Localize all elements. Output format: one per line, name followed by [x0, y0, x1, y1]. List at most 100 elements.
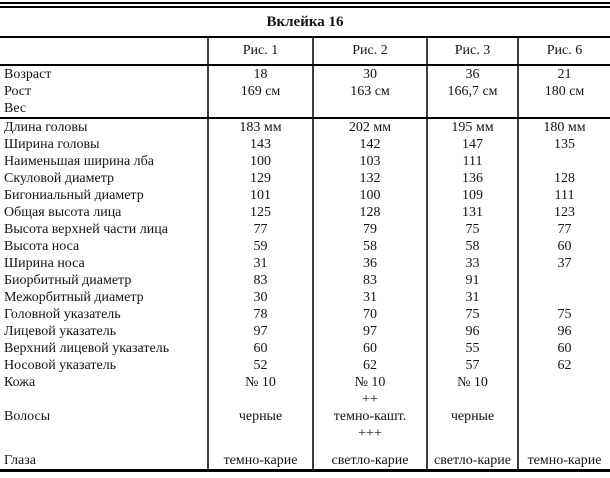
cell-value: 75 — [517, 306, 610, 323]
cell-value: 111 — [517, 187, 610, 204]
cell-value: 62 — [312, 357, 427, 374]
cell-value — [207, 100, 313, 119]
cell-value: 166,7 см — [426, 83, 518, 100]
cell-value: 77 — [207, 221, 313, 238]
cell-value: 30 — [207, 289, 313, 306]
row-label: Биорбитный диаметр — [4, 273, 132, 288]
row-label — [0, 425, 208, 442]
cell-value: темно-карие — [207, 442, 313, 471]
cell-value: светло-карие — [312, 442, 427, 471]
table-row: Рост 169 см 163 см 166,7 см 180 см — [0, 83, 610, 100]
cell-value: 58 — [312, 238, 427, 255]
row-label: Вес — [0, 100, 208, 119]
table-row: Общая высота лица 125 128 131 123 — [0, 204, 610, 221]
cell-value: 58 — [426, 238, 518, 255]
row-label: Высота верхней части лица — [4, 222, 168, 237]
cell-value — [517, 100, 610, 119]
table-row: Скуловой диаметр 129 132 136 128 — [0, 170, 610, 187]
row-label: Наименьшая ширина лба — [4, 154, 154, 169]
cell-value: 75 — [426, 306, 518, 323]
row-label: Носовой указатель — [4, 358, 117, 373]
row-label: Скуловой диаметр — [4, 171, 115, 186]
anthropometry-table: Рис. 1 Рис. 2 Рис. 3 Рис. 6 Возраст 18 30 3… — [0, 38, 610, 472]
column-header-fig6: Рис. 6 — [517, 38, 610, 66]
cell-value: ++ — [312, 391, 427, 408]
table-row: Вес — [0, 100, 610, 119]
cell-value — [517, 153, 610, 170]
row-label: Межорбитный диаметр — [4, 290, 144, 305]
column-header-fig2: Рис. 2 — [312, 38, 427, 66]
row-label: Кожа — [4, 375, 36, 390]
cell-value: черные — [207, 408, 313, 425]
cell-value — [517, 374, 610, 391]
cell-value — [207, 425, 313, 442]
table-row: Кожа № 10 № 10 № 10 — [0, 374, 610, 391]
row-label: Возраст — [4, 67, 52, 82]
cell-value: 70 — [312, 306, 427, 323]
cell-value: 83 — [207, 272, 313, 289]
cell-value: 96 — [517, 323, 610, 340]
cell-value: 77 — [517, 221, 610, 238]
cell-value: 109 — [426, 187, 518, 204]
cell-value: № 10 — [207, 374, 313, 391]
cell-value: 128 — [312, 204, 427, 221]
table-row: Волосы черные темно-кашт. черные — [0, 408, 610, 425]
cell-value: 18 — [207, 65, 313, 83]
row-label — [0, 391, 208, 408]
cell-value: 169 см — [207, 83, 313, 100]
row-label: Волосы — [4, 409, 51, 424]
top-double-rule — [0, 2, 610, 8]
table-row: Головной указатель 78 70 75 75 — [0, 306, 610, 323]
cell-value: +++ — [312, 425, 427, 442]
cell-value: 131 — [426, 204, 518, 221]
table-row: Носовой указатель 52 62 57 62 — [0, 357, 610, 374]
cell-value: 75 — [426, 221, 518, 238]
cell-value: светло-карие — [426, 442, 518, 471]
table-row: Межорбитный диаметр 30 31 31 — [0, 289, 610, 306]
cell-value: 79 — [312, 221, 427, 238]
cell-value: 83 — [312, 272, 427, 289]
cell-value: 36 — [426, 65, 518, 83]
row-label: Лицевой указатель — [4, 324, 117, 339]
cell-value: 55 — [426, 340, 518, 357]
cell-value: 180 мм — [517, 118, 610, 136]
row-label: Ширина носа — [4, 256, 85, 271]
cell-value: 195 мм — [426, 118, 518, 136]
cell-value: 52 — [207, 357, 313, 374]
cell-value: 78 — [207, 306, 313, 323]
cell-value: 129 — [207, 170, 313, 187]
table-row: +++ — [0, 425, 610, 442]
cell-value — [426, 391, 518, 408]
table-row: Ширина носа 31 36 33 37 — [0, 255, 610, 272]
header-row: Рис. 1 Рис. 2 Рис. 3 Рис. 6 — [0, 38, 610, 66]
table-row: Бигониальный диаметр 101 100 109 111 — [0, 187, 610, 204]
column-header-fig1: Рис. 1 — [207, 38, 313, 66]
row-label: Длина головы — [4, 120, 88, 135]
cell-value: 125 — [207, 204, 313, 221]
cell-value: 30 — [312, 65, 427, 83]
cell-value: 100 — [207, 153, 313, 170]
table-row: Длина головы 183 мм 202 мм 195 мм 180 мм — [0, 118, 610, 136]
cell-value: черные — [426, 408, 518, 425]
cell-value — [517, 408, 610, 425]
cell-value: 96 — [426, 323, 518, 340]
cell-value: темно-карие — [517, 442, 610, 471]
row-label: Высота носа — [4, 239, 80, 254]
cell-value: 31 — [207, 255, 313, 272]
cell-value: 33 — [426, 255, 518, 272]
cell-value — [207, 391, 313, 408]
cell-value: 202 мм — [312, 118, 427, 136]
cell-value — [517, 289, 610, 306]
table-row: Лицевой указатель 97 97 96 96 — [0, 323, 610, 340]
column-header-fig3: Рис. 3 — [426, 38, 518, 66]
cell-value: 97 — [207, 323, 313, 340]
cell-value: 31 — [426, 289, 518, 306]
row-label: Ширина головы — [4, 137, 100, 152]
row-label: Бигониальный диаметр — [4, 188, 144, 203]
cell-value: 101 — [207, 187, 313, 204]
cell-value: 136 — [426, 170, 518, 187]
cell-value: 97 — [312, 323, 427, 340]
table-row: Биорбитный диаметр 83 83 91 — [0, 272, 610, 289]
row-label: Общая высота лица — [4, 205, 122, 220]
cell-value: 21 — [517, 65, 610, 83]
